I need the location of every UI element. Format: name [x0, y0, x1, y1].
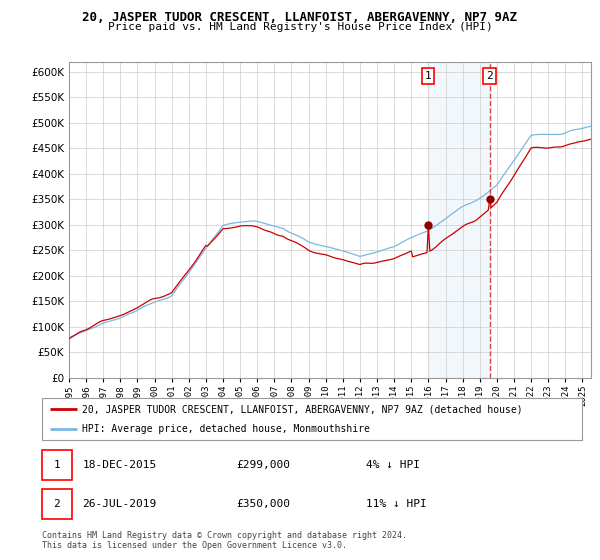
Text: 2: 2 — [486, 71, 493, 81]
Text: 20, JASPER TUDOR CRESCENT, LLANFOIST, ABERGAVENNY, NP7 9AZ: 20, JASPER TUDOR CRESCENT, LLANFOIST, AB… — [83, 11, 517, 24]
Text: 1: 1 — [53, 460, 60, 470]
Text: 18-DEC-2015: 18-DEC-2015 — [83, 460, 157, 470]
FancyBboxPatch shape — [42, 398, 582, 440]
FancyBboxPatch shape — [42, 450, 72, 480]
Text: 20, JASPER TUDOR CRESCENT, LLANFOIST, ABERGAVENNY, NP7 9AZ (detached house): 20, JASPER TUDOR CRESCENT, LLANFOIST, AB… — [83, 404, 523, 414]
Text: 4% ↓ HPI: 4% ↓ HPI — [366, 460, 420, 470]
Text: 1: 1 — [425, 71, 431, 81]
Bar — [428, 62, 490, 378]
Text: £299,000: £299,000 — [236, 460, 290, 470]
Text: 26-JUL-2019: 26-JUL-2019 — [83, 499, 157, 509]
Text: Price paid vs. HM Land Registry's House Price Index (HPI): Price paid vs. HM Land Registry's House … — [107, 22, 493, 32]
Text: 11% ↓ HPI: 11% ↓ HPI — [366, 499, 427, 509]
Text: £350,000: £350,000 — [236, 499, 290, 509]
FancyBboxPatch shape — [42, 489, 72, 519]
Text: Contains HM Land Registry data © Crown copyright and database right 2024.
This d: Contains HM Land Registry data © Crown c… — [42, 531, 407, 550]
Text: 2: 2 — [53, 499, 60, 509]
Text: HPI: Average price, detached house, Monmouthshire: HPI: Average price, detached house, Monm… — [83, 424, 370, 434]
